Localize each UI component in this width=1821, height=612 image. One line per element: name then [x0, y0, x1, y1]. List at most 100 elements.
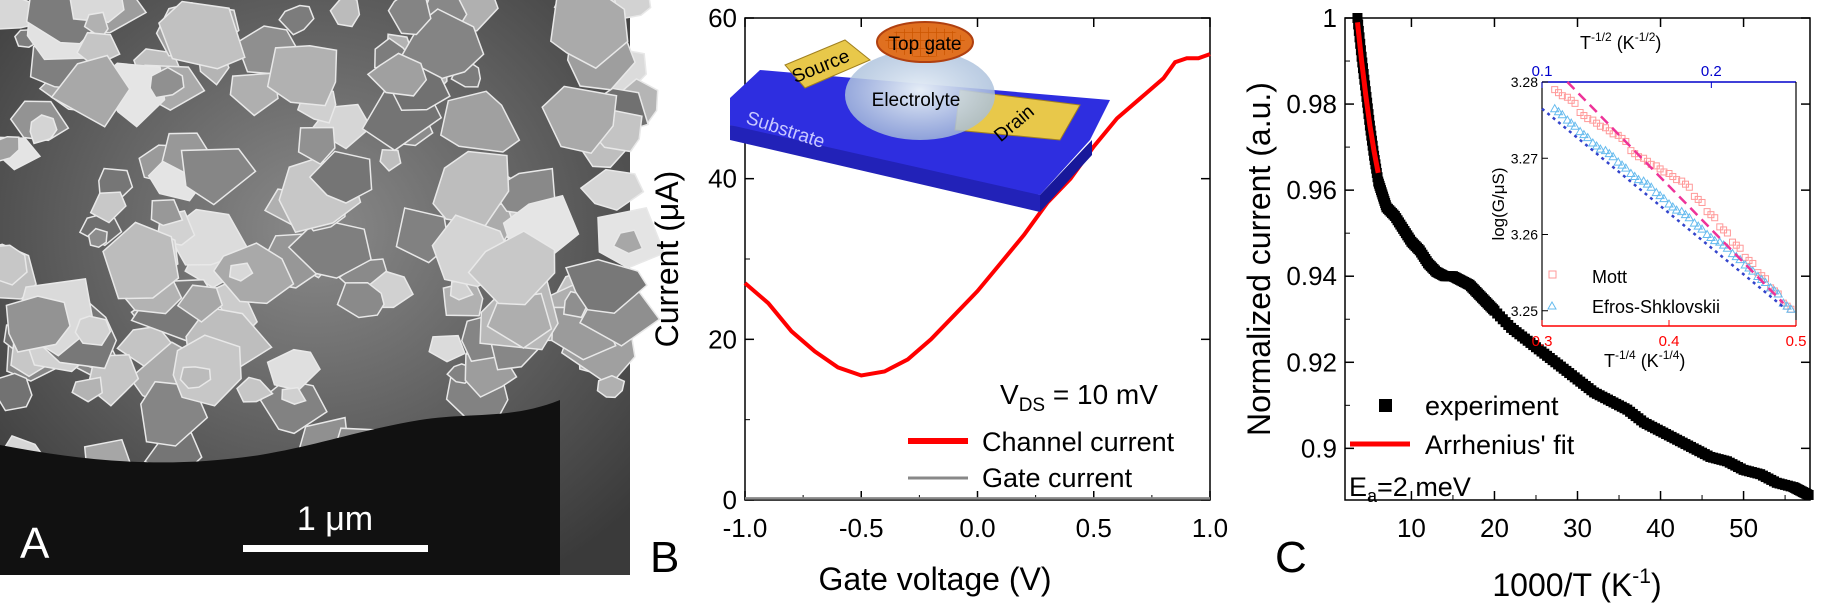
scale-bar [243, 545, 428, 552]
inset-ytick-label: 3.28 [1511, 74, 1538, 90]
x-axis-label-c-unit-sup: -1 [1632, 565, 1651, 588]
es-point [1684, 212, 1695, 222]
panel-b-transfer-curve: -1.0 -0.5 0.0 0.5 1.0 0 20 40 60 Gate voltage (V… [649, 3, 1228, 597]
es-point [1667, 202, 1678, 211]
mott-fit-line [1566, 81, 1785, 304]
es-point [1680, 209, 1691, 219]
es-point [1600, 145, 1611, 155]
inset-bottom-label-t: T [1604, 351, 1615, 371]
inset-bottom-label-end: ) [1679, 351, 1685, 371]
es-point [1633, 174, 1644, 184]
sem-grain [297, 126, 336, 166]
panel-a-sem-image: 1 μm A [0, 0, 666, 575]
sem-grain [149, 66, 185, 99]
sem-grain [29, 114, 58, 145]
es-point [1562, 115, 1573, 124]
sem-grain [549, 0, 629, 70]
inset-bottom-label-sup: -1/4 [1615, 348, 1636, 362]
sem-grain [74, 315, 112, 346]
sem-dark-region [0, 400, 560, 575]
es-point [1557, 109, 1568, 119]
vds-annotation: VDS = 10 mV [1000, 379, 1158, 416]
inset-ytick-label: 3.25 [1511, 303, 1538, 319]
inset-legend-swatch-es [1547, 300, 1557, 310]
es-point [1591, 141, 1602, 150]
mott-point [1596, 122, 1604, 130]
es-point [1549, 103, 1560, 113]
b-xtick-label: 0.5 [1076, 513, 1112, 543]
inset-ytick-label: 3.26 [1511, 227, 1538, 243]
es-point [1608, 151, 1618, 161]
sem-grain [308, 150, 373, 204]
inset-xtick-label-bottom: 0.5 [1786, 333, 1807, 350]
c-xtick-label: 40 [1646, 513, 1675, 543]
inset-xtick-label-top: 0.2 [1701, 63, 1722, 80]
legend-label-gate: Gate current [982, 463, 1133, 493]
es-point [1664, 198, 1674, 208]
es-point [1646, 182, 1657, 191]
inset-y-axis-label: log(G/μS) [1489, 167, 1508, 240]
vds-prefix: V [1000, 379, 1019, 410]
sem-grain [236, 376, 274, 403]
es-point [1626, 168, 1636, 177]
b-xtick-label: 0.0 [959, 513, 995, 543]
sem-grain [0, 135, 20, 162]
es-point [1786, 304, 1796, 313]
inset-ytick-label: 3.27 [1511, 150, 1538, 166]
es-point [1579, 129, 1589, 139]
inset-ticks: 0.3 0.4 0.5 0.1 0.2 3.25 3.26 3.27 3.28 [1511, 63, 1807, 350]
c-ytick-label: 0.9 [1301, 433, 1337, 463]
ea-annotation: Ea=2 meV [1349, 472, 1471, 506]
schematic-top-gate-mesh [885, 27, 965, 57]
inset-xtick-label-bottom: 0.4 [1659, 333, 1680, 350]
label-electrolyte: Electrolyte [872, 90, 961, 111]
sem-grain [579, 168, 645, 211]
b-xtick-label: 1.0 [1192, 513, 1228, 543]
label-top-gate: Top gate [889, 34, 962, 55]
vds-subscript: DS [1019, 395, 1045, 416]
ea-subscript: a [1367, 486, 1378, 506]
mott-point [1660, 168, 1668, 176]
mott-point [1673, 176, 1681, 184]
sem-grain [266, 45, 338, 107]
es-point [1689, 218, 1700, 227]
sem-grain [336, 281, 385, 319]
sem-grain [564, 258, 648, 314]
channel-current-line [743, 52, 1211, 378]
series-group-c [1352, 13, 1814, 500]
b-xtick-label: -1.0 [723, 513, 768, 543]
es-point [1617, 160, 1627, 169]
sem-grain [0, 244, 28, 286]
c-xtick-label: 50 [1729, 513, 1758, 543]
mott-point [1685, 183, 1693, 191]
mott-point [1698, 198, 1706, 206]
c-ytick-label: 0.96 [1286, 175, 1337, 205]
sem-grain [71, 376, 103, 403]
ea-prefix: E [1349, 472, 1367, 502]
es-point [1727, 248, 1738, 258]
mott-point [1609, 130, 1617, 138]
c-ytick-label: 0.98 [1286, 89, 1337, 119]
es-point [1659, 193, 1669, 203]
sem-grain [158, 0, 246, 70]
es-point [1702, 229, 1712, 238]
schematic-source [784, 39, 871, 89]
sem-grains [0, 0, 666, 489]
c-ytick-label: 1 [1323, 3, 1337, 33]
inset-bottom-axis-label: T-1/4 (K-1/4) [1604, 348, 1685, 371]
inset-top-label-unit-sup: -1/2 [1635, 30, 1656, 44]
x-axis-label-c-main: 1000/T [1492, 567, 1591, 603]
inset-background [1542, 82, 1796, 326]
sem-grain [176, 284, 224, 323]
es-point [1709, 235, 1720, 245]
sem-grain [612, 229, 644, 255]
mott-point [1571, 99, 1579, 107]
sem-grain [596, 374, 626, 399]
sem-grain [287, 218, 372, 279]
legend-swatch-experiment [1379, 399, 1392, 412]
sem-grain [228, 262, 254, 282]
es-fit-line [1541, 107, 1785, 308]
sem-grain [379, 149, 402, 172]
c-xtick-label: 20 [1480, 513, 1509, 543]
b-ytick-label: 40 [708, 164, 737, 194]
